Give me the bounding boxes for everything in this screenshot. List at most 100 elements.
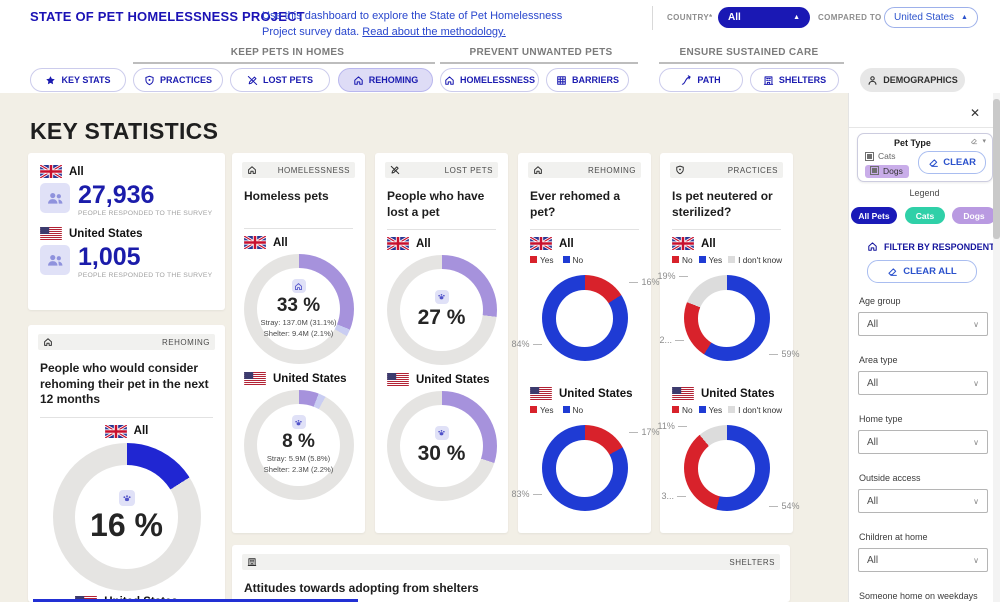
legend-swatch	[672, 406, 679, 414]
scrollbar-thumb[interactable]	[993, 99, 1000, 239]
tab-label: LOST PETS	[262, 75, 313, 85]
legend-label: No	[682, 405, 693, 416]
close-icon[interactable]: ✕	[969, 106, 980, 120]
dashboard-description: Use this dashboard to explore the State …	[262, 8, 562, 40]
card-respondents: All 27,936 PEOPLE RESPONDED TO THE SURVE…	[28, 153, 225, 310]
tab-homelessness[interactable]: HOMELESSNESS	[440, 68, 539, 92]
legend-item: I don't know	[728, 255, 782, 265]
donut-chart-rehomed-all[interactable]	[541, 275, 628, 362]
tab-key-stats[interactable]: KEY STATS	[30, 68, 126, 92]
donut-chart-lost-us[interactable]: 30 %	[386, 391, 497, 502]
compared-dropdown[interactable]: United States ▲	[884, 7, 978, 28]
donut-chart-neutered-us[interactable]	[683, 425, 770, 512]
card-ever-rehomed: REHOMING Ever rehomed a pet? All Yes No …	[512, 153, 660, 533]
filter-by-respondent-header: FILTER BY RESPONDENT	[867, 241, 995, 252]
data-label: 19%	[658, 271, 688, 281]
respondents-all-stat: 27,936 PEOPLE RESPONDED TO THE SURVEY	[40, 183, 213, 217]
donut-center: 33 % Stray: 137.0M (31.1%) Shelter: 9.4M…	[244, 254, 354, 364]
uk-flag-icon	[530, 237, 552, 250]
pet-type-option-cats[interactable]: Cats	[865, 151, 895, 161]
flag-row-all: All	[387, 237, 496, 250]
category-label: LOST PETS	[444, 165, 493, 175]
nav-group-sustained: ENSURE SUSTAINED CARE	[679, 47, 819, 58]
legend-label: No	[572, 405, 584, 416]
homeless-all-value: 33 %	[276, 295, 321, 317]
data-label: 11%	[658, 421, 687, 431]
country-name: All	[133, 425, 149, 438]
legend-pill-cats[interactable]: Cats	[905, 207, 945, 224]
sidebar-scrollbar[interactable]	[993, 93, 1000, 602]
chart-legend: Yes No	[530, 405, 639, 415]
tab-practices[interactable]: PRACTICES	[133, 68, 223, 92]
filter-label-area-type: Area type	[859, 355, 898, 365]
country-name: All	[701, 237, 716, 250]
clear-button[interactable]: CLEAR	[918, 151, 986, 174]
home-type-select[interactable]: All ∨	[858, 430, 988, 454]
homeless-us-shelter: Shelter: 2.3M (2.2%)	[263, 464, 334, 474]
tab-shelters[interactable]: SHELTERS	[750, 68, 839, 92]
page-title: KEY STATISTICS	[30, 118, 219, 144]
legend-swatch	[562, 406, 570, 414]
donut-chart-neutered-all[interactable]	[683, 275, 770, 362]
tab-demographics[interactable]: DEMOGRAPHICS	[860, 68, 965, 92]
donut-chart-homeless-all[interactable]: 33 % Stray: 137.0M (31.1%) Shelter: 9.4M…	[243, 254, 354, 364]
clear-all-button[interactable]: CLEAR ALL	[867, 260, 977, 283]
legend-item: I don't know	[728, 405, 782, 415]
pencil-slash-icon	[390, 165, 400, 175]
age-group-select[interactable]: All ∨	[858, 312, 988, 336]
tab-label: HOMELESSNESS	[459, 75, 535, 85]
card-title: People who have lost a pet	[387, 189, 485, 219]
legend-item: Yes	[530, 255, 554, 265]
eraser-icon[interactable]	[970, 137, 978, 145]
tab-barriers[interactable]: BARRIERS	[546, 68, 629, 92]
respondents-us-value: 1,005	[78, 243, 141, 271]
country-dropdown[interactable]: All ▲	[718, 7, 810, 28]
us-flag-icon	[40, 227, 62, 240]
tab-label: SHELTERS	[778, 75, 827, 85]
children-at-home-select[interactable]: All ∨	[858, 548, 988, 572]
legend-pill-all-pets[interactable]: All Pets	[851, 207, 897, 224]
outside-access-select[interactable]: All ∨	[858, 489, 988, 513]
donut-center: 8 % Stray: 5.9M (5.8%) Shelter: 2.3M (2.…	[244, 390, 354, 500]
card-neutered: PRACTICES Is pet neutered or sterilized?…	[658, 153, 800, 533]
donut-chart-rehomed-us[interactable]	[541, 425, 628, 512]
country-name: United States	[69, 227, 143, 240]
pet-type-option-dogs[interactable]: Dogs	[865, 165, 909, 178]
tab-label: REHOMING	[368, 75, 419, 85]
tab-rehoming[interactable]: REHOMING	[338, 68, 433, 92]
methodology-link[interactable]: Read about the methodology.	[362, 26, 506, 38]
legend-pill-dogs[interactable]: Dogs	[952, 207, 996, 224]
chevron-down-icon[interactable]: ▾	[982, 138, 986, 145]
legend-label: I don't know	[738, 405, 783, 416]
donut-chart-homeless-us[interactable]: 8 % Stray: 5.9M (5.8%) Shelter: 2.3M (2.…	[243, 390, 354, 500]
legend-label: Yes	[540, 255, 554, 266]
country-name: United States	[416, 373, 490, 386]
option-label: Dogs	[883, 166, 903, 176]
card-consider-rehoming: REHOMING People who would consider rehom…	[28, 325, 225, 602]
divider	[530, 229, 639, 231]
nav-group-keep-pets: KEEP PETS IN HOMES	[230, 47, 345, 58]
legend-swatch	[562, 256, 570, 264]
legend-item: No	[672, 255, 693, 265]
people-icon	[40, 183, 70, 213]
donut-chart-consider-all[interactable]: 16 %	[52, 442, 201, 591]
donut-center: 27 %	[387, 255, 497, 365]
home-lock-icon	[444, 75, 455, 86]
us-flag-icon	[244, 372, 266, 385]
home-lock-icon	[247, 165, 257, 175]
area-type-select[interactable]: All ∨	[858, 371, 988, 395]
chart-legend: No Yes I don't know	[672, 255, 782, 265]
tab-lost-pets[interactable]: LOST PETS	[230, 68, 330, 92]
filter-label-children-at-home: Children at home	[859, 532, 928, 542]
option-label: Cats	[878, 151, 896, 161]
legend-item: No	[672, 405, 693, 415]
homeless-us-value: 8 %	[282, 431, 315, 453]
donut-center: 16 %	[53, 443, 201, 591]
donut-chart-lost-all[interactable]: 27 %	[386, 255, 497, 366]
filter-label-outside-access: Outside access	[859, 473, 921, 483]
partial-chart-strip	[33, 599, 358, 602]
category-label: REHOMING	[588, 165, 636, 175]
tab-path[interactable]: PATH	[659, 68, 743, 92]
home-icon	[867, 241, 878, 252]
